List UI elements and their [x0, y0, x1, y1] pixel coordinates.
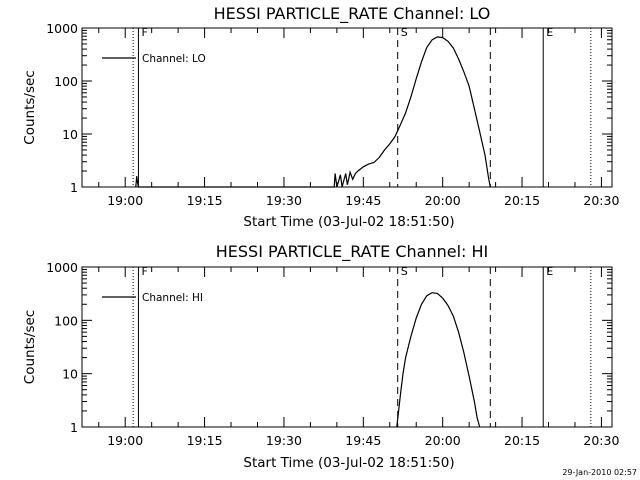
x-tick-label: 19:00	[107, 193, 143, 208]
y-tick-label: 10	[62, 367, 78, 382]
x-tick-label: 20:15	[504, 193, 540, 208]
y-tick-label: 1000	[46, 21, 78, 36]
footer-timestamp: 29-Jan-2010 02:57	[562, 468, 637, 477]
x-tick-label: 19:30	[266, 433, 302, 448]
marker-label: F	[141, 265, 147, 278]
marker-label: E	[546, 26, 553, 39]
x-tick-label: 20:30	[583, 433, 619, 448]
plot-panel-lo: HESSI PARTICLE_RATE Channel: LO Counts/se…	[22, 4, 619, 230]
x-axis-label: Start Time (03-Jul-02 18:51:50)	[243, 214, 454, 230]
series-line	[396, 292, 481, 428]
y-tick-label: 100	[54, 313, 78, 328]
y-axis-label: Counts/sec	[22, 310, 38, 384]
y-axis-label: Counts/sec	[22, 70, 38, 144]
x-tick-label: 20:15	[504, 433, 540, 448]
x-tick-label: 19:15	[187, 193, 223, 208]
marker-label: F	[141, 26, 147, 39]
chart-title: HESSI PARTICLE_RATE Channel: HI	[216, 242, 489, 262]
x-tick-label: 19:45	[345, 193, 381, 208]
plot-panel-hi: HESSI PARTICLE_RATE Channel: HI Counts/se…	[22, 242, 619, 471]
x-tick-label: 19:45	[345, 433, 381, 448]
series-line	[135, 36, 491, 188]
legend-label: Channel: LO	[142, 53, 206, 65]
chart-title: HESSI PARTICLE_RATE Channel: LO	[214, 4, 491, 24]
x-tick-label: 19:15	[187, 433, 223, 448]
y-tick-label: 100	[54, 74, 78, 89]
y-tick-label: 1	[70, 180, 78, 195]
x-tick-label: 19:30	[266, 193, 302, 208]
x-tick-label: 20:00	[425, 433, 461, 448]
y-tick-label: 1000	[46, 260, 78, 275]
marker-label: E	[546, 265, 553, 278]
x-tick-label: 20:30	[583, 193, 619, 208]
plot-frame	[81, 27, 613, 188]
x-tick-label: 20:00	[425, 193, 461, 208]
x-tick-label: 19:00	[107, 433, 143, 448]
plot-frame	[81, 266, 613, 428]
y-tick-label: 1	[70, 420, 78, 435]
marker-label: S	[401, 265, 408, 278]
x-axis-label: Start Time (03-Jul-02 18:51:50)	[243, 455, 454, 471]
legend-label: Channel: HI	[142, 292, 203, 304]
y-tick-label: 10	[62, 127, 78, 142]
marker-label: S	[401, 26, 408, 39]
